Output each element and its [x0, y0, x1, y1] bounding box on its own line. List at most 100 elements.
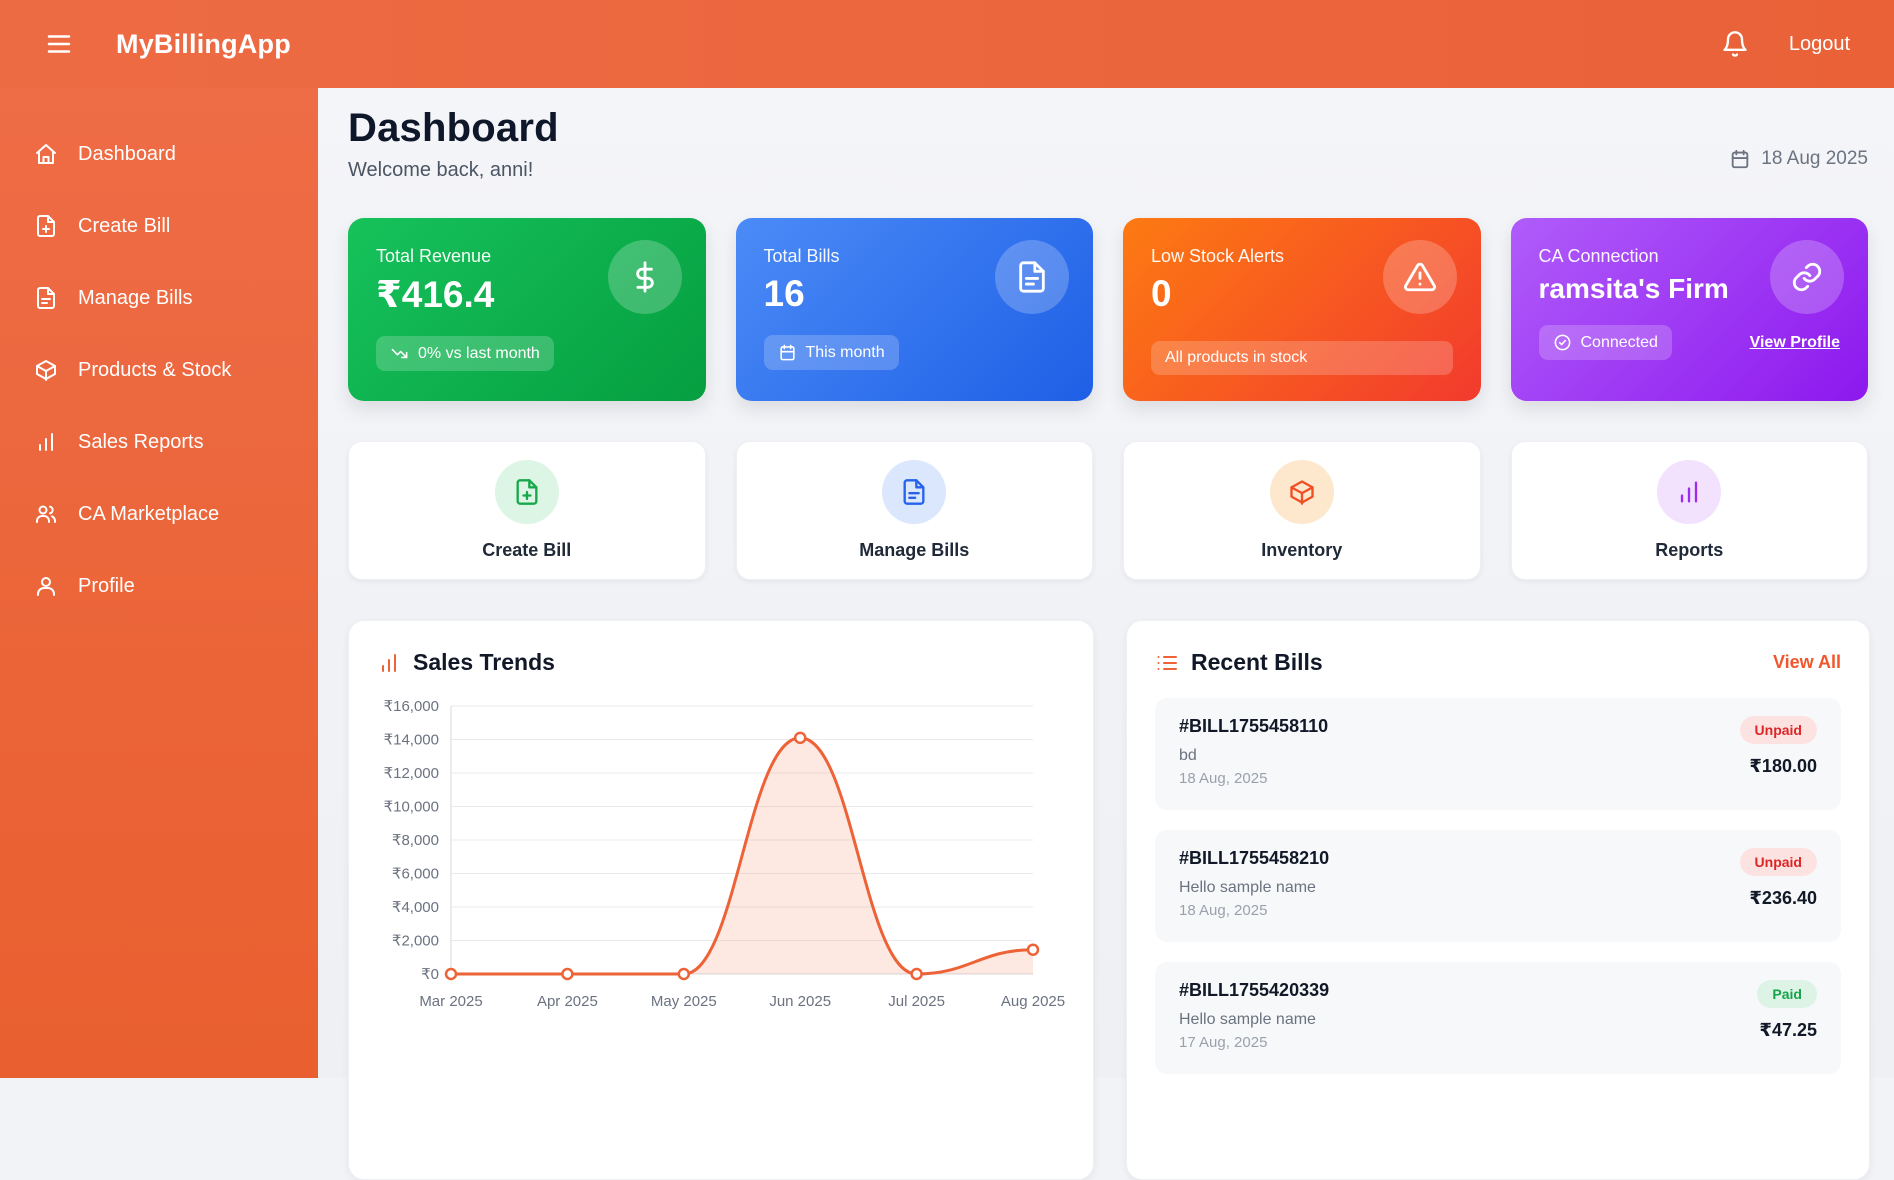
sidebar-item-create-bill[interactable]: Create Bill — [0, 202, 318, 250]
stat-card-total-revenue: Total Revenue ₹416.4 0% vs last month — [348, 218, 706, 401]
file-text-icon — [37, 287, 55, 309]
topbar: MyBillingApp Logout — [0, 0, 1894, 88]
recent-bills-title: Recent Bills — [1191, 649, 1323, 675]
stat-card-low-stock-alerts: Low Stock Alerts 0 All products in stock — [1123, 218, 1481, 401]
sales-trends-title: Sales Trends — [413, 649, 555, 675]
svg-text:₹0: ₹0 — [421, 966, 439, 983]
menu-button[interactable] — [44, 27, 78, 61]
sidebar-item-manage-bills[interactable]: Manage Bills — [0, 274, 318, 322]
sidebar: Dashboard Create Bill Manage Bills Products… — [0, 88, 318, 1078]
stat-value: 0 — [1151, 273, 1172, 314]
file-text-icon — [903, 479, 925, 505]
stat-cards-row: Total Revenue ₹416.4 0% vs last month Total… — [348, 218, 1868, 401]
quick-action-manage-bills[interactable]: Manage Bills — [735, 441, 1093, 580]
view-all-link[interactable]: View All — [1772, 652, 1841, 672]
action-label: Reports — [1655, 540, 1724, 560]
main-content: Dashboard Welcome back, anni! 18 Aug 202… — [318, 88, 1894, 1180]
stat-card-total-bills: Total Bills 16 This month — [735, 218, 1093, 401]
bill-status-badge: Unpaid — [1739, 848, 1817, 876]
file-plus-icon — [37, 215, 55, 237]
sidebar-item-label: CA Marketplace — [78, 502, 220, 525]
bill-row[interactable]: #BILL1755458210 Hello sample name 18 Aug, … — [1155, 830, 1841, 942]
bill-amount: ₹180.00 — [1749, 756, 1817, 776]
bill-row[interactable]: #BILL1755458110 bd 18 Aug, 2025 Unpaid ₹180.… — [1155, 698, 1841, 810]
check-circle-icon — [1554, 334, 1570, 351]
action-label: Create Bill — [482, 540, 572, 560]
bill-row[interactable]: #BILL1755420339 Hello sample name 17 Aug, … — [1155, 962, 1841, 1074]
bill-status-badge: Paid — [1757, 980, 1817, 1008]
stat-icon-circle — [1382, 240, 1457, 314]
stat-card-ca-connection: CA Connection ramsita's Firm Connected View… — [1510, 218, 1868, 401]
stat-badge: All products in stock — [1151, 341, 1453, 375]
trending-down-icon — [391, 348, 408, 359]
stat-badge: This month — [763, 335, 899, 370]
welcome-text: Welcome back, anni! — [348, 159, 534, 181]
bill-customer: Hello sample name — [1179, 1011, 1316, 1028]
sidebar-item-sales-reports[interactable]: Sales Reports — [0, 418, 318, 466]
current-date: 18 Aug 2025 — [1729, 148, 1868, 170]
svg-text:₹16,000: ₹16,000 — [384, 698, 439, 715]
svg-text:₹6,000: ₹6,000 — [392, 866, 439, 883]
sales-trends-chart: ₹0 ₹2,000 ₹4,000 ₹6,000 ₹8,000 ₹10,000 ₹12,000… — [377, 690, 1066, 1035]
package-icon — [1290, 480, 1314, 505]
svg-text:Aug 2025: Aug 2025 — [1001, 993, 1065, 1010]
sidebar-item-label: Manage Bills — [78, 286, 193, 309]
svg-text:₹12,000: ₹12,000 — [384, 765, 439, 782]
home-icon — [36, 144, 56, 164]
sidebar-item-profile[interactable]: Profile — [0, 562, 318, 610]
stat-label: Low Stock Alerts — [1151, 246, 1285, 266]
quick-action-reports[interactable]: Reports — [1510, 441, 1868, 580]
stat-badge: 0% vs last month — [376, 336, 554, 371]
bill-date: 18 Aug, 2025 — [1179, 770, 1268, 787]
bell-icon — [1723, 31, 1747, 57]
svg-text:Jun 2025: Jun 2025 — [769, 993, 831, 1010]
action-icon-circle — [882, 460, 947, 524]
bill-status-badge: Unpaid — [1739, 716, 1817, 744]
svg-text:₹8,000: ₹8,000 — [392, 832, 439, 849]
line-chart-svg: ₹0 ₹2,000 ₹4,000 ₹6,000 ₹8,000 ₹10,000 ₹12,000… — [384, 698, 1066, 1010]
stat-icon-circle — [607, 240, 682, 314]
sidebar-item-label: Dashboard — [78, 142, 176, 165]
dollar-icon — [635, 261, 654, 293]
list-icon — [1157, 655, 1177, 670]
menu-icon — [47, 35, 71, 53]
stat-label: CA Connection — [1538, 246, 1659, 266]
bill-id: #BILL1755458210 — [1179, 848, 1330, 868]
link-icon — [1792, 262, 1822, 292]
view-profile-link[interactable]: View Profile — [1749, 333, 1840, 351]
bar-chart-icon — [1681, 481, 1698, 503]
sidebar-item-products-stock[interactable]: Products & Stock — [0, 346, 318, 394]
bill-date: 17 Aug, 2025 — [1179, 1034, 1268, 1051]
bill-customer: bd — [1179, 747, 1197, 764]
quick-action-create-bill[interactable]: Create Bill — [348, 441, 706, 580]
file-text-icon — [1019, 261, 1045, 293]
stat-label: Total Bills — [763, 246, 840, 266]
bill-date: 18 Aug, 2025 — [1179, 902, 1268, 919]
stat-value: ₹416.4 — [376, 274, 495, 315]
warning-icon — [1403, 262, 1436, 292]
bill-id: #BILL1755458110 — [1179, 716, 1329, 736]
sidebar-item-label: Profile — [78, 574, 135, 597]
svg-text:₹10,000: ₹10,000 — [384, 799, 439, 816]
sidebar-item-dashboard[interactable]: Dashboard — [0, 130, 318, 178]
quick-action-inventory[interactable]: Inventory — [1123, 441, 1481, 580]
page-title: Dashboard — [348, 106, 559, 150]
notifications-button[interactable] — [1721, 30, 1749, 58]
action-icon-circle — [494, 460, 559, 524]
file-plus-icon — [516, 479, 538, 505]
stat-value: ramsita's Firm — [1538, 273, 1729, 304]
logout-button[interactable]: Logout — [1788, 32, 1850, 55]
bill-amount: ₹47.25 — [1759, 1020, 1817, 1040]
action-label: Inventory — [1261, 540, 1343, 560]
calendar-icon — [779, 344, 795, 361]
bill-amount: ₹236.40 — [1749, 888, 1817, 908]
svg-text:₹2,000: ₹2,000 — [392, 933, 439, 950]
svg-text:₹14,000: ₹14,000 — [384, 732, 439, 749]
action-icon-circle — [1657, 460, 1722, 524]
sidebar-item-ca-marketplace[interactable]: CA Marketplace — [0, 490, 318, 538]
bar-chart-icon — [39, 433, 53, 451]
svg-text:Apr 2025: Apr 2025 — [537, 993, 598, 1010]
bills-list: #BILL1755458110 bd 18 Aug, 2025 Unpaid ₹180.… — [1155, 698, 1841, 1074]
stat-icon-circle — [1770, 240, 1844, 314]
bill-id: #BILL1755420339 — [1179, 980, 1330, 1000]
